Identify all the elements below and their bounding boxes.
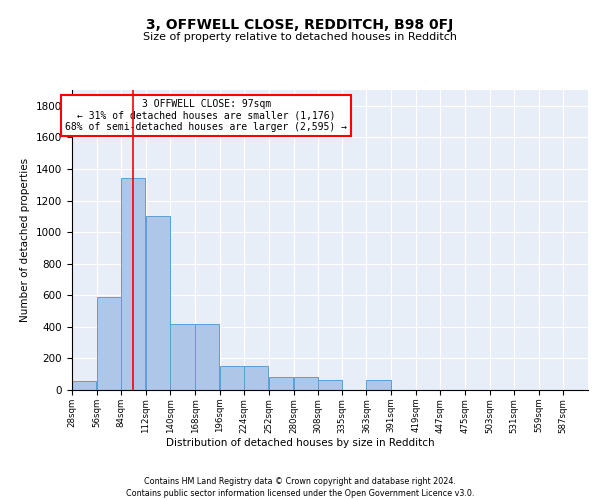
Bar — [146, 216, 170, 390]
Text: Size of property relative to detached houses in Redditch: Size of property relative to detached ho… — [143, 32, 457, 42]
Bar — [367, 380, 391, 390]
Bar — [195, 324, 219, 390]
Bar — [244, 366, 268, 390]
Text: Distribution of detached houses by size in Redditch: Distribution of detached houses by size … — [166, 438, 434, 448]
Bar — [72, 380, 96, 390]
Bar — [220, 366, 244, 390]
Bar — [269, 378, 293, 390]
Text: 3 OFFWELL CLOSE: 97sqm
← 31% of detached houses are smaller (1,176)
68% of semi-: 3 OFFWELL CLOSE: 97sqm ← 31% of detached… — [65, 99, 347, 132]
Bar — [121, 178, 145, 390]
Y-axis label: Number of detached properties: Number of detached properties — [20, 158, 31, 322]
Text: Contains public sector information licensed under the Open Government Licence v3: Contains public sector information licen… — [126, 489, 474, 498]
Text: Contains HM Land Registry data © Crown copyright and database right 2024.: Contains HM Land Registry data © Crown c… — [144, 478, 456, 486]
Text: 3, OFFWELL CLOSE, REDDITCH, B98 0FJ: 3, OFFWELL CLOSE, REDDITCH, B98 0FJ — [146, 18, 454, 32]
Bar — [170, 324, 194, 390]
Bar — [293, 378, 317, 390]
Bar — [318, 380, 343, 390]
Bar — [97, 297, 121, 390]
